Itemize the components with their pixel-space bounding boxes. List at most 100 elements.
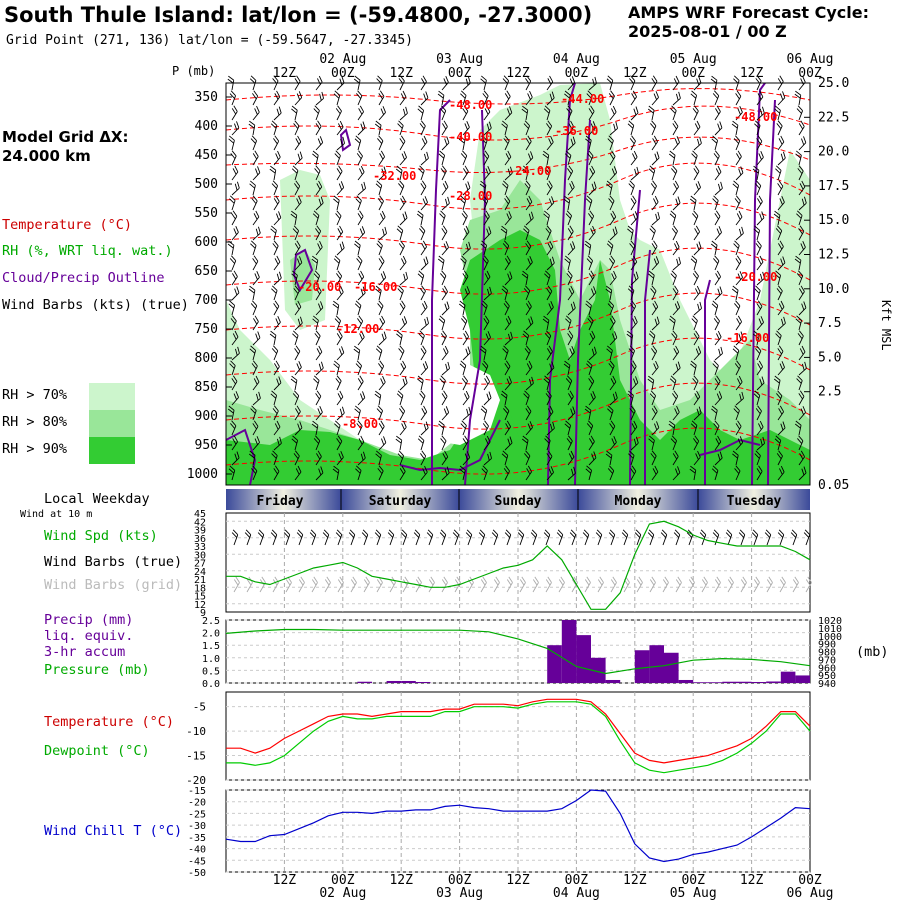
- wind-barb: [483, 315, 490, 331]
- wind-barb-stroke: [336, 225, 344, 241]
- wind-barb-stroke: [315, 301, 324, 316]
- wind-barb-stroke: [798, 301, 807, 316]
- wind-barb: [756, 90, 764, 106]
- wind-barb-stroke: [672, 450, 679, 466]
- wind-barb: [462, 390, 470, 406]
- wind-barb: [293, 450, 300, 466]
- wind-barb-grid: [805, 576, 812, 593]
- height-tick: 10.0: [818, 282, 849, 297]
- wind-barb-stroke: [270, 120, 278, 136]
- wind-barb: [419, 390, 426, 406]
- wind-barb-stroke: [335, 210, 342, 226]
- wind-barb-stroke: [244, 529, 252, 546]
- wind-barb: [585, 135, 592, 151]
- wind-barb-stroke: [294, 240, 301, 256]
- time-tick-top: 12Z: [506, 66, 530, 81]
- wind-barb: [417, 435, 425, 451]
- wind-barb: [462, 121, 470, 136]
- wind-barb-stroke: [585, 300, 592, 316]
- wind-barb: [607, 405, 614, 421]
- wind-barb-stroke: [314, 330, 321, 346]
- wind-barb: [669, 375, 677, 391]
- wind-barb: [756, 360, 763, 376]
- wind-barb-stroke: [735, 271, 743, 286]
- wind-barb-stroke: [336, 270, 343, 286]
- wind-barb-stroke: [315, 225, 322, 241]
- wind-barb-stroke: [794, 420, 802, 436]
- wind-barb-stroke: [231, 270, 238, 286]
- wind-barb: [668, 420, 676, 436]
- wind-barb: [416, 210, 424, 226]
- label-wind-barbs-grid: Wind Barbs (grid): [44, 577, 183, 593]
- wind-barb-stroke: [756, 255, 764, 271]
- wind-barb: [567, 466, 576, 481]
- wind-barb-stroke: [649, 225, 656, 241]
- wind-barb: [399, 211, 408, 226]
- wind-barb: [588, 105, 595, 121]
- time-tick-top: 12Z: [273, 66, 297, 81]
- wind-barb: [250, 240, 257, 256]
- wind-barb-stroke: [483, 226, 492, 241]
- wind-barb-grid: [233, 576, 240, 593]
- wind-barb-stroke: [798, 390, 805, 406]
- wind-barb: [545, 225, 552, 241]
- wind-barb: [546, 285, 553, 301]
- wind-barb: [753, 225, 761, 241]
- wind-barb: [315, 136, 324, 151]
- wind-barb: [734, 360, 741, 376]
- wind-barb-true: [790, 529, 798, 546]
- wind-barb-true: [803, 529, 811, 546]
- wind-barb-stroke: [336, 406, 345, 421]
- wind-barb: [606, 240, 614, 256]
- wind-barb-true: [361, 529, 369, 546]
- wind-barb-stroke: [584, 240, 592, 256]
- wind-barb: [273, 195, 280, 211]
- wind-barb-stroke: [693, 390, 701, 406]
- wind-barb-stroke: [296, 529, 304, 546]
- wind-barb-stroke: [375, 450, 382, 466]
- wind-barb-stroke: [647, 375, 655, 391]
- wind-barb-stroke: [480, 576, 487, 593]
- wind-barb-stroke: [732, 345, 740, 361]
- wind-barb: [313, 375, 320, 391]
- wind-barb: [336, 136, 345, 151]
- wind-barb-stroke: [283, 529, 291, 546]
- wind-barb: [563, 195, 571, 211]
- wind-barb-true: [647, 529, 655, 546]
- wind-barb: [525, 360, 533, 376]
- wind-barb: [776, 450, 783, 466]
- wind-barb: [378, 420, 385, 436]
- wind-barb: [798, 285, 805, 301]
- wind-barb: [735, 315, 742, 331]
- wind-barb-stroke: [606, 240, 614, 256]
- wind-barb: [250, 300, 258, 316]
- wind-barb: [252, 271, 260, 286]
- wind-barb-true: [335, 529, 343, 546]
- wind-barb: [714, 451, 723, 466]
- wind-barb-stroke: [420, 465, 428, 481]
- wind-barb: [649, 390, 657, 406]
- wind-barb-stroke: [357, 286, 366, 301]
- wind-barb: [567, 241, 576, 256]
- wind-barb: [754, 450, 761, 466]
- label-wind-barbs-true: Wind Barbs (true): [44, 554, 183, 570]
- wind-barb-grid: [532, 576, 539, 593]
- wind-barb: [710, 75, 718, 91]
- wind-barb-stroke: [567, 466, 576, 481]
- wind-barb: [672, 390, 679, 406]
- wind-barb-stroke: [651, 240, 658, 256]
- wind-barb: [354, 300, 362, 316]
- wind-barb-true: [244, 529, 252, 546]
- wind-barb-stroke: [503, 465, 510, 481]
- temp-label: -16.00: [354, 280, 397, 294]
- wind-barb: [315, 390, 322, 406]
- wind-barb-stroke: [609, 150, 616, 166]
- wind-barb-stroke: [503, 405, 510, 421]
- wind-barb: [565, 210, 573, 226]
- wind-barb: [672, 120, 679, 136]
- wind-barb-stroke: [629, 240, 636, 256]
- wind-speed-tick: 12: [194, 600, 206, 611]
- wind-barb-stroke: [651, 300, 659, 316]
- wind-barb-stroke: [378, 255, 385, 271]
- wind-barb-stroke: [609, 331, 618, 346]
